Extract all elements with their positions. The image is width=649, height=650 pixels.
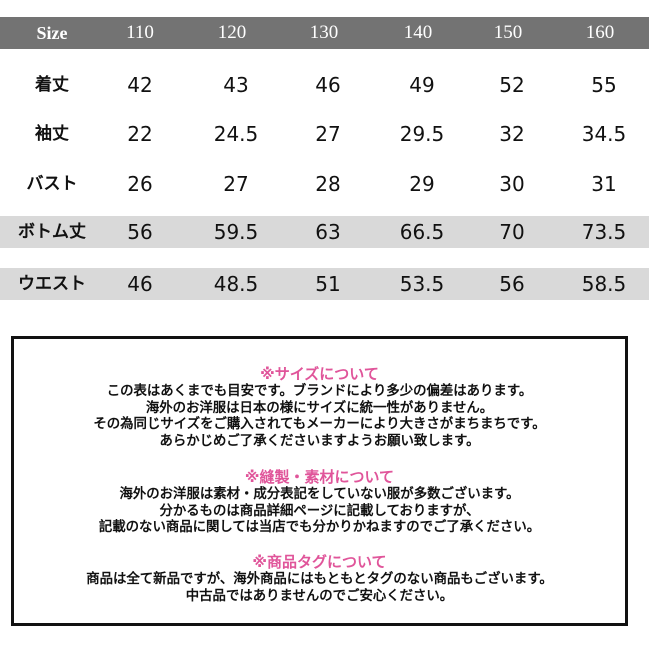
table-row: ボトム丈 56 59.5 63 66.5 70 73.5	[0, 216, 649, 248]
measurement-cell: 52	[499, 73, 525, 97]
row-label: ボトム丈	[18, 222, 86, 242]
notice-line: あらかじめご了承くださいますようお願い致します。	[159, 433, 480, 449]
table-row: ウエスト 46 48.5 51 53.5 56 58.5	[0, 268, 649, 300]
notice-heading: ※サイズについて	[260, 365, 379, 383]
measurement-cell: 27	[223, 172, 249, 196]
measurement-cell: 34.5	[581, 122, 627, 146]
row-label: 着丈	[35, 75, 69, 95]
notice-line: その為同じサイズをご購入されてもメーカーにより大きさがまちまちです。	[93, 417, 546, 432]
measurement-cell: 63	[315, 220, 341, 244]
row-label: ウエスト	[18, 274, 86, 294]
notice-line: 中古品ではありませんのでご安心ください。	[185, 588, 454, 604]
notice-box: ※サイズについて この表はあくまでも目安です。ブランドにより多少の偏差はあります。…	[11, 336, 628, 626]
measurement-cell: 56	[127, 220, 153, 244]
measurement-cell: 66.5	[399, 220, 445, 244]
table-row: バスト 26 27 28 29 30 31	[0, 168, 649, 200]
measurement-cell: 55	[591, 73, 617, 97]
measurement-cell: 30	[499, 172, 525, 196]
measurement-cell: 59.5	[213, 220, 259, 244]
measurement-cell: 46	[127, 272, 153, 296]
measurement-cell: 24.5	[213, 122, 259, 146]
measurement-cell: 58.5	[581, 272, 627, 296]
row-label: 袖丈	[35, 124, 69, 144]
table-header-row: Size 110 120 130 140 150 160	[0, 17, 649, 49]
row-label: バスト	[26, 174, 78, 194]
measurement-cell: 29	[409, 172, 435, 196]
measurement-cell: 56	[499, 272, 525, 296]
size-header-cell: 160	[585, 22, 615, 43]
notice-section: ※縫製・素材について 海外のお洋服は素材・成分表記をしていない服が多数ございます。…	[14, 467, 625, 537]
measurement-cell: 73.5	[581, 220, 627, 244]
notice-line: 分かるものは商品詳細ページに記載しておりますが、	[159, 503, 480, 519]
measurement-cell: 27	[315, 122, 341, 146]
measurement-cell: 43	[223, 73, 249, 97]
notice-line: 海外のお洋服は素材・成分表記をしていない服が多数ございます。	[119, 487, 520, 502]
notice-section: ※サイズについて この表はあくまでも目安です。ブランドにより多少の偏差はあります。…	[14, 364, 625, 450]
measurement-cell: 22	[127, 122, 153, 146]
notice-heading: ※商品タグについて	[252, 553, 387, 571]
measurement-cell: 49	[409, 73, 435, 97]
row-label: Size	[36, 23, 68, 43]
table-row: 袖丈 22 24.5 27 29.5 32 34.5	[0, 118, 649, 150]
measurement-cell: 42	[127, 73, 153, 97]
size-header-cell: 150	[493, 22, 523, 43]
size-header-cell: 110	[126, 22, 154, 43]
measurement-cell: 70	[499, 220, 525, 244]
size-header-cell: 140	[403, 22, 433, 43]
notice-line: 記載のない商品に関しては当店でも分かりかねますのでご了承ください。	[98, 520, 541, 535]
table-row: 着丈 42 43 46 49 52 55	[0, 69, 649, 101]
measurement-cell: 48.5	[213, 272, 259, 296]
notice-line: 商品は全て新品ですが、海外商品にはもともとタグのない商品もございます。	[86, 572, 553, 587]
notice-heading: ※縫製・素材について	[244, 468, 395, 486]
measurement-cell: 28	[315, 172, 341, 196]
measurement-cell: 32	[499, 122, 525, 146]
measurement-cell: 53.5	[399, 272, 445, 296]
notice-line: この表はあくまでも目安です。ブランドにより多少の偏差はあります。	[106, 384, 533, 399]
size-header-cell: 120	[217, 22, 247, 43]
notice-section: ※商品タグについて 商品は全て新品ですが、海外商品にはもともとタグのない商品もござ…	[14, 552, 625, 605]
measurement-cell: 26	[127, 172, 153, 196]
measurement-cell: 29.5	[399, 122, 445, 146]
size-header-cell: 130	[309, 22, 339, 43]
measurement-cell: 51	[315, 272, 341, 296]
notice-line: 海外のお洋服は日本の様にサイズに統一性がありません。	[145, 400, 494, 416]
measurement-cell: 31	[591, 172, 617, 196]
measurement-cell: 46	[315, 73, 341, 97]
